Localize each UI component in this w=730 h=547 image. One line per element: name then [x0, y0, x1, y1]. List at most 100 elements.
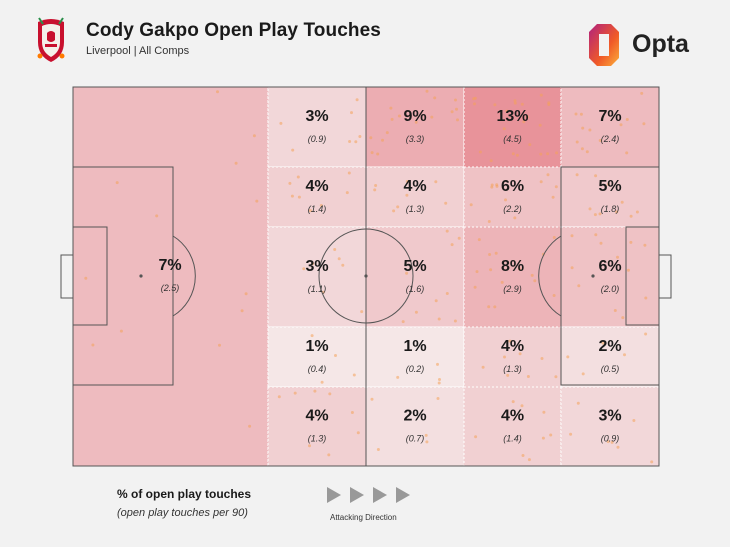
touch-dot — [240, 309, 244, 313]
touch-dot — [347, 171, 351, 175]
touch-dot — [296, 175, 300, 179]
touch-dot — [585, 150, 589, 154]
touch-dot — [436, 397, 440, 400]
touch-dot — [539, 152, 543, 156]
touch-dot — [552, 236, 556, 239]
touch-dot — [345, 191, 349, 195]
zone-cell-r3c4 — [560, 226, 660, 328]
zone-per90-label: (2.5) — [161, 283, 180, 293]
touch-dot — [473, 102, 476, 106]
zone-cell-r5c1 — [267, 386, 367, 467]
touch-dot — [626, 268, 630, 272]
touch-dot — [84, 276, 88, 280]
touch-dot — [606, 182, 610, 186]
zone-cell-r4c3 — [463, 326, 562, 388]
touch-dot — [478, 150, 482, 154]
touch-dot — [554, 185, 558, 189]
touch-dot — [511, 400, 515, 404]
zone-pct-label: 4% — [501, 408, 524, 425]
touch-dot — [385, 131, 389, 135]
touch-dot — [401, 320, 405, 324]
touch-dot — [488, 253, 492, 256]
touch-dot — [601, 341, 605, 345]
touch-dot — [472, 97, 476, 101]
zone-pct-label: 6% — [501, 178, 524, 195]
touch-dot — [500, 280, 504, 284]
touch-dot — [643, 243, 647, 247]
touch-dot — [373, 188, 377, 192]
touch-dot — [370, 397, 374, 401]
zone-per90-label: (0.7) — [406, 434, 425, 444]
touch-dot — [555, 151, 559, 155]
zone-per90-label: (1.4) — [503, 434, 522, 444]
touch-dot — [521, 454, 525, 457]
zone-pct-label: 4% — [305, 408, 328, 425]
touch-dot — [569, 432, 573, 436]
touch-dot — [616, 255, 619, 259]
touch-dot — [493, 305, 497, 309]
touch-dot — [539, 180, 543, 184]
touch-dot — [473, 285, 477, 289]
touch-dot — [321, 290, 325, 294]
touch-dot — [575, 173, 579, 177]
legend-title: % of open play touches — [117, 487, 252, 501]
touch-dot — [396, 375, 400, 379]
touch-dot — [621, 316, 625, 320]
touch-dot — [293, 391, 297, 395]
zone-per90-label: (2.0) — [601, 284, 620, 294]
touch-dot — [216, 90, 219, 94]
touch-dot — [502, 127, 506, 131]
touch-dot — [546, 152, 550, 156]
touch-dot — [644, 296, 648, 300]
touch-dot — [588, 128, 592, 132]
touch-dot — [539, 93, 543, 97]
zone-per90-label: (1.3) — [406, 204, 425, 214]
zone-per90-label: (0.2) — [406, 364, 425, 374]
touch-dot — [456, 118, 459, 122]
touch-dot — [495, 183, 499, 187]
touch-dot — [457, 236, 461, 240]
touch-dot — [619, 123, 623, 127]
zone-per90-label: (0.9) — [601, 434, 620, 444]
opta-logo-icon — [589, 24, 619, 66]
zone-cell-r2c1 — [267, 166, 367, 228]
touch-dot — [513, 101, 517, 105]
touch-dot — [444, 201, 448, 205]
zone-cell-r4c1 — [267, 326, 367, 388]
touch-dot — [337, 257, 341, 261]
touch-dot — [436, 362, 439, 366]
zone-cell-r1c1 — [267, 86, 367, 168]
touch-dot — [445, 292, 449, 295]
touch-dot — [599, 241, 603, 245]
touch-dot — [515, 153, 519, 157]
touch-dot — [570, 234, 574, 238]
zone-per90-label: (4.5) — [503, 134, 522, 144]
play-arrow-icon — [350, 487, 364, 503]
touch-dot — [328, 392, 332, 396]
zone-cell-r2c4 — [560, 166, 660, 228]
touch-dot — [248, 424, 252, 428]
touch-dot — [570, 266, 574, 270]
touch-dot — [616, 445, 620, 449]
touch-dot — [581, 372, 585, 376]
zone-pct-label: 2% — [403, 408, 426, 425]
zone-cell-r3c2 — [365, 226, 465, 328]
touch-dot — [475, 270, 479, 274]
zone-per90-label: (0.4) — [308, 364, 327, 374]
touch-dot — [551, 195, 555, 199]
zone-per90-label: (1.6) — [406, 284, 425, 294]
touch-dot — [606, 440, 610, 444]
touch-dot — [623, 353, 626, 357]
touch-dot — [352, 373, 356, 377]
zone-pct-label: 3% — [305, 258, 328, 275]
touch-dot — [575, 140, 579, 144]
zone-per90-label: (2.9) — [503, 284, 522, 294]
zone-per90-label: (2.2) — [503, 204, 522, 214]
touch-dot — [453, 319, 457, 323]
touch-dot — [405, 193, 409, 197]
zone-cell-defensive-third — [72, 86, 269, 467]
touch-dot — [277, 395, 281, 399]
play-arrow-icon — [327, 487, 341, 503]
touch-dot — [541, 436, 545, 440]
touch-dot — [632, 419, 636, 422]
